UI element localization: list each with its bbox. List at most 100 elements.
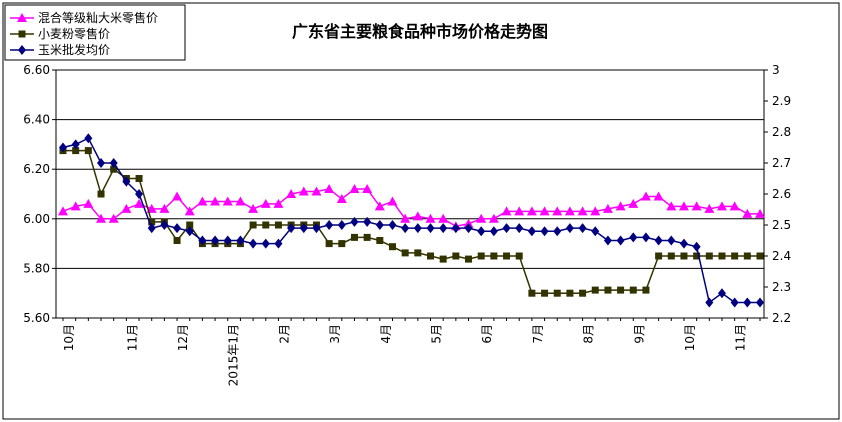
data-point-marker <box>756 297 764 308</box>
data-point-marker <box>476 213 487 223</box>
data-point-marker <box>490 252 498 260</box>
data-point-marker <box>311 186 322 196</box>
data-point-marker <box>362 184 373 194</box>
y-right-tick-label: 2.8 <box>772 125 791 139</box>
data-point-marker <box>541 289 549 297</box>
y-left-tick-label: 6.20 <box>23 162 50 176</box>
data-point-marker <box>211 235 220 246</box>
data-point-marker <box>716 201 727 211</box>
y-axis-right: 2.2 2.3 2.4 2.5 2.6 2.7 2.8 2.9 3 <box>763 63 791 325</box>
x-tick-label: 8月 <box>582 324 596 344</box>
data-point-marker <box>338 240 346 248</box>
data-point-marker <box>414 249 422 257</box>
data-point-marker <box>514 206 525 216</box>
data-point-marker <box>628 198 639 208</box>
data-point-marker <box>223 235 232 246</box>
x-tick-label: 12月 <box>176 324 190 351</box>
data-point-marker <box>146 203 157 213</box>
data-point-marker <box>83 198 94 208</box>
data-point-marker <box>160 220 169 230</box>
data-point-marker <box>680 252 688 260</box>
data-point-marker <box>71 139 80 150</box>
data-point-marker <box>540 226 549 237</box>
data-point-marker <box>375 220 384 230</box>
data-point-marker <box>591 226 600 237</box>
data-point-marker <box>18 30 26 38</box>
data-point-marker <box>604 286 612 294</box>
x-tick-label: 3月 <box>328 324 342 344</box>
data-point-marker <box>122 176 131 187</box>
data-point-marker <box>262 221 270 229</box>
data-point-marker <box>388 220 397 230</box>
data-point-marker <box>388 243 396 251</box>
y-right-tick-label: 2.9 <box>772 94 791 108</box>
data-point-marker <box>249 238 258 249</box>
x-axis: 10月 11月 12月 2015年1月 2月 3月 4月 5月 6月 7月 8月 9月 10月 11月 <box>56 317 764 386</box>
data-point-marker <box>236 235 245 246</box>
y-right-tick-label: 2.2 <box>772 311 791 325</box>
data-point-marker <box>565 223 574 234</box>
data-point-marker <box>729 201 740 211</box>
data-point-marker <box>515 223 524 234</box>
data-point-marker <box>287 223 296 234</box>
legend-label: 玉米批发均价 <box>38 42 110 57</box>
data-point-marker <box>705 252 713 260</box>
data-point-marker <box>17 13 27 22</box>
data-point-marker <box>553 289 561 297</box>
data-point-marker <box>641 232 650 243</box>
data-point-marker <box>350 233 358 241</box>
y-right-tick-label: 2.4 <box>772 249 791 263</box>
data-point-marker <box>629 286 637 294</box>
data-point-marker <box>325 220 334 230</box>
data-point-marker <box>401 249 409 257</box>
legend-label: 小麦粉零售价 <box>38 26 110 41</box>
data-point-marker <box>653 191 664 201</box>
x-tick-label: 6月 <box>480 324 494 344</box>
data-point-marker <box>654 235 663 246</box>
y-right-tick-label: 2.6 <box>772 187 791 201</box>
data-point-marker <box>413 223 422 234</box>
data-point-marker <box>439 255 447 263</box>
x-tick-label: 10月 <box>683 324 697 351</box>
data-point-marker <box>564 206 575 216</box>
data-point-marker <box>18 45 26 55</box>
data-point-marker <box>590 206 601 216</box>
data-point-marker <box>97 158 106 168</box>
data-point-marker <box>439 223 448 234</box>
legend-label: 混合等级籼大米零售价 <box>38 10 158 25</box>
data-point-marker <box>477 226 486 237</box>
data-point-marker <box>97 190 105 198</box>
data-point-marker <box>743 252 751 260</box>
data-point-marker <box>210 196 221 206</box>
data-point-marker <box>109 158 118 168</box>
y-right-tick-label: 2.3 <box>772 280 791 294</box>
data-point-marker <box>578 223 587 234</box>
data-point-marker <box>184 206 195 216</box>
data-point-marker <box>363 233 371 241</box>
data-point-marker <box>159 203 170 213</box>
data-point-marker <box>235 196 246 206</box>
data-point-marker <box>72 147 80 155</box>
data-point-marker <box>667 235 676 246</box>
data-point-marker <box>464 223 473 234</box>
y-left-tick-label: 5.60 <box>23 311 50 325</box>
legend-item: 玉米批发均价 <box>10 42 110 57</box>
data-point-marker <box>286 189 297 198</box>
legend-item: 混合等级籼大米零售价 <box>10 10 158 25</box>
data-point-marker <box>427 252 435 260</box>
data-point-marker <box>121 203 132 213</box>
data-point-marker <box>261 238 270 249</box>
x-tick-label: 9月 <box>632 324 646 344</box>
data-point-marker <box>515 252 523 260</box>
data-point-marker <box>755 208 765 218</box>
data-point-marker <box>629 232 638 243</box>
x-tick-label: 10月 <box>62 324 76 351</box>
data-point-marker <box>730 297 739 308</box>
y-left-tick-label: 5.80 <box>23 261 50 275</box>
data-point-marker <box>363 216 372 227</box>
data-point-marker <box>336 193 347 203</box>
data-point-marker <box>298 186 309 196</box>
data-point-marker <box>324 184 335 194</box>
data-point-marker <box>438 213 449 223</box>
y-right-tick-label: 2.5 <box>772 218 791 232</box>
